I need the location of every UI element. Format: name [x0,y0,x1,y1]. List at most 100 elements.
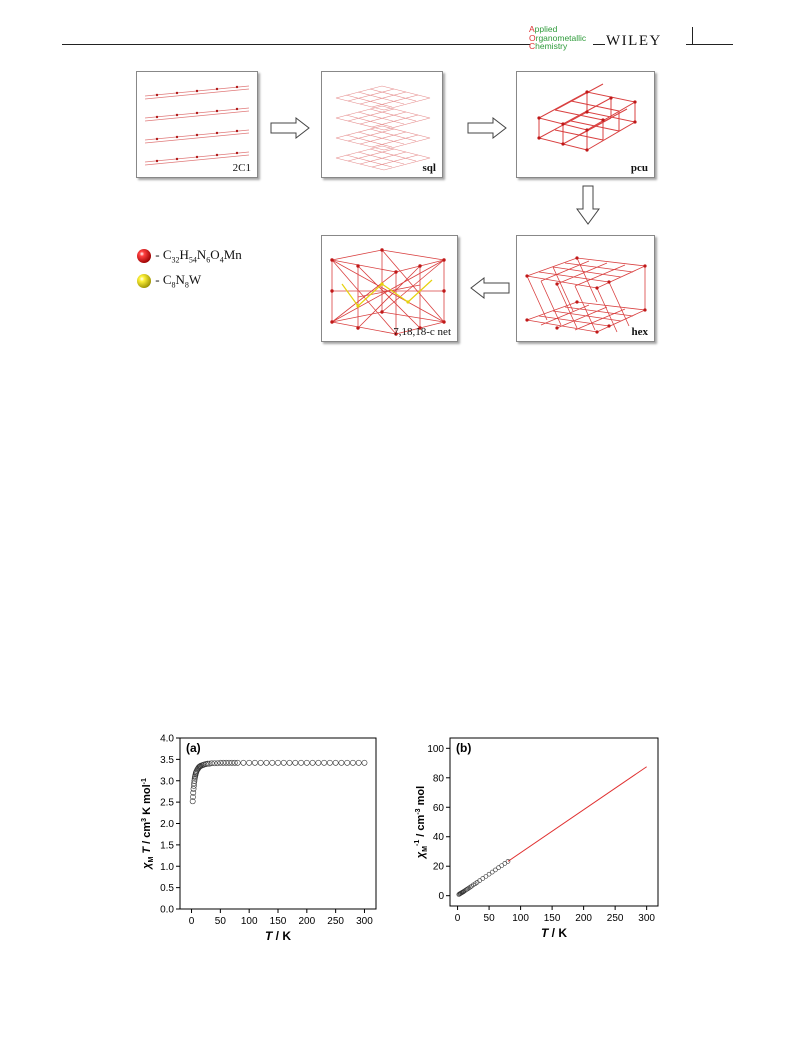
data-point [292,759,299,766]
panel-label-net: 7,18,18-c net [393,326,451,338]
data-point [269,759,276,766]
header-tick [692,27,693,44]
data-point [226,759,232,766]
panel-label-sql: sql [422,162,436,174]
y-tick-label: 100 [427,744,444,755]
data-point [275,759,281,766]
data-point [208,760,215,767]
x-tick-label: 150 [544,913,561,924]
y-tick-label: 60 [433,803,445,814]
data-point [220,759,227,766]
x-tick-label: 300 [356,916,373,927]
data-point [344,759,351,766]
x-tick-label: 200 [298,916,315,927]
data-point [467,884,473,890]
panel-pcu: pcu [516,71,655,178]
legend-item-mn: - C32H54N6O4Mn [136,247,242,265]
net-2c1-drawing [144,85,250,166]
data-point [350,759,356,766]
data-point [204,760,211,767]
y-tick-label: 2.0 [160,819,174,830]
formula-mn: C32H54N6O4Mn [162,247,242,265]
data-point [214,760,221,767]
data-point [280,759,287,766]
panel-label-pcu: pcu [630,162,648,174]
data-point [502,861,508,866]
data-point [286,759,293,766]
y-axis-label: χM T / cm3 K mol-1 [141,778,155,870]
data-point [240,759,247,766]
data-point [263,759,270,766]
net-7-18-18-drawing [330,248,446,336]
y-tick-label: 1.0 [160,862,174,873]
data-point [303,759,310,766]
panel-label: (a) [186,741,201,755]
data-point [477,878,482,883]
chart-b: 0 50 100 150 200 250 300 0 20 40 60 80 100 (b) T / K χM… [414,737,659,940]
y-tick-label: 4.0 [160,734,174,745]
data-point [190,794,196,800]
header-rule-right [686,44,733,45]
data-point [223,759,230,766]
panel-label-hex: hex [631,326,649,338]
formula-w: C8N8W [162,272,202,290]
y-tick-label: 3.0 [160,776,174,787]
data-point [332,759,339,766]
net-sql-drawing [335,85,431,171]
chart-a: 0 50 100 150 200 250 300 0.0 0.5 1.0 1.5 2.0 2.5 3.0 3… [141,734,377,940]
data-point [190,789,197,796]
header-rule-left [62,44,530,45]
panel-label: (b) [456,741,471,755]
x-tick-label: 250 [607,913,624,924]
y-tick-label: 20 [433,862,445,873]
x-tick-label: 250 [327,916,344,927]
data-point [234,759,241,766]
arrow-left-icon [470,277,510,299]
y-tick-label: 1.5 [160,840,174,851]
data-point [246,759,253,766]
x-tick-label: 100 [512,913,529,924]
data-point [315,759,322,766]
x-tick-label: 50 [484,913,496,924]
data-point [231,759,238,766]
data-point [505,859,511,864]
x-tick-label: 100 [241,916,258,927]
data-point [489,869,495,875]
net-pcu-drawing [537,83,637,152]
y-tick-label: 80 [433,773,445,784]
data-point [257,759,264,766]
x-tick-label: 300 [638,913,655,924]
data-point [189,798,196,805]
fit-line [507,766,647,862]
data-point [321,759,328,766]
x-axis-label: T / K [541,926,567,940]
y-tick-label: 2.5 [160,798,174,809]
data-point [464,887,469,892]
data-point [211,760,218,767]
red-sphere-icon [137,249,151,264]
arrow-right-icon [467,117,507,139]
data-point [496,865,501,870]
data-point [361,759,368,766]
x-tick-label: 150 [270,916,287,927]
data-point [217,759,224,766]
data-point [493,867,498,873]
legend-item-w: - C8N8W [136,272,201,290]
arrow-down-icon [576,185,600,225]
y-tick-label: 0 [438,891,444,902]
data-point [462,888,468,893]
data-point [252,759,258,766]
y-axis-label: χM-1 / cm-3 mol [414,786,429,859]
data-point [480,876,486,881]
y-tick-label: 0.0 [160,905,174,916]
data-point [499,863,504,868]
panel-2c1: 2C1 [136,71,258,178]
data-point [355,759,362,766]
x-tick-label: 50 [215,916,227,927]
data-point [486,871,492,877]
x-tick-label: 200 [575,913,592,924]
panel-hex: hex [516,235,655,342]
data-point [338,759,345,766]
data-point [228,759,235,766]
data-point [191,780,198,787]
